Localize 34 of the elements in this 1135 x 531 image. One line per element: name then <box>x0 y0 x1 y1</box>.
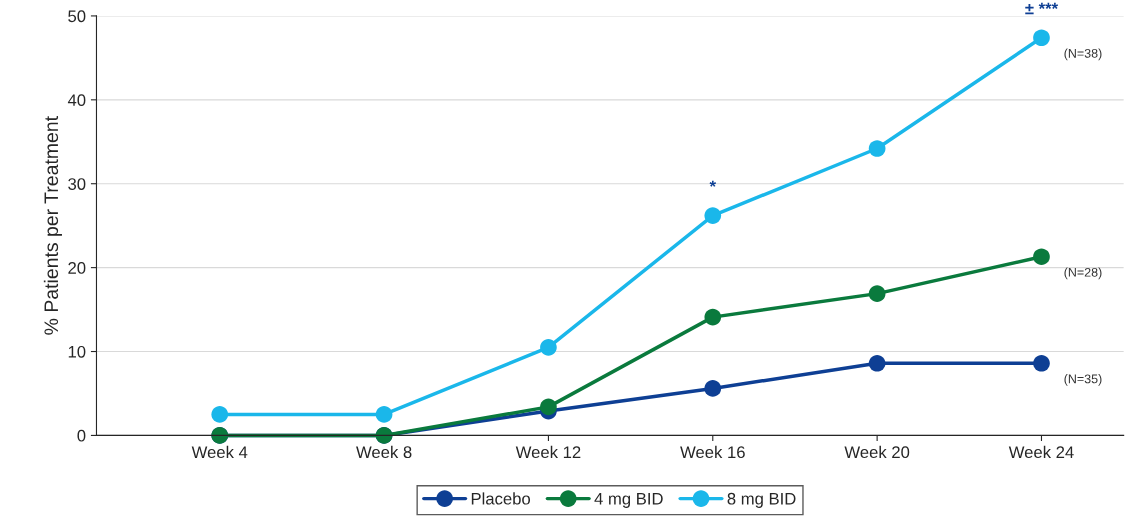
y-tick-label: 0 <box>77 429 86 442</box>
x-tick-label: Week 24 <box>1008 445 1074 459</box>
point <box>704 380 722 397</box>
x-tick-label: Week 4 <box>191 445 248 459</box>
point <box>211 406 229 423</box>
point <box>375 406 393 423</box>
point <box>704 308 722 326</box>
point <box>1033 248 1050 266</box>
annotation: * <box>709 180 717 187</box>
y-tick-label: 20 <box>68 262 86 274</box>
legend-label: 8 mg BID <box>727 492 796 508</box>
y-tick-label: 30 <box>68 178 86 190</box>
legend-label: Placebo <box>471 492 531 505</box>
y-tick-label: 40 <box>67 94 86 107</box>
annotation: ± *** <box>1025 2 1059 15</box>
x-tick-label: Week 8 <box>356 445 412 459</box>
point <box>1033 29 1050 47</box>
annotation: (N=28) <box>1064 267 1102 280</box>
x-tick-label: Week 12 <box>515 445 581 459</box>
point <box>540 338 557 356</box>
x-tick-label: Week 20 <box>844 445 910 459</box>
point <box>540 398 557 416</box>
point <box>868 285 886 302</box>
x-tick-label: Week 16 <box>680 445 745 459</box>
annotation: (N=38) <box>1064 48 1102 61</box>
point <box>868 354 886 372</box>
y-axis-title: % Patients per Treatment <box>43 116 62 335</box>
legend-label: 4 mg BID <box>594 492 663 508</box>
point <box>1033 354 1050 372</box>
point <box>704 207 722 224</box>
y-tick-label: 50 <box>68 10 86 23</box>
annotation: (N=35) <box>1064 374 1102 386</box>
y-tick-label: 10 <box>68 345 86 358</box>
point <box>868 140 886 157</box>
